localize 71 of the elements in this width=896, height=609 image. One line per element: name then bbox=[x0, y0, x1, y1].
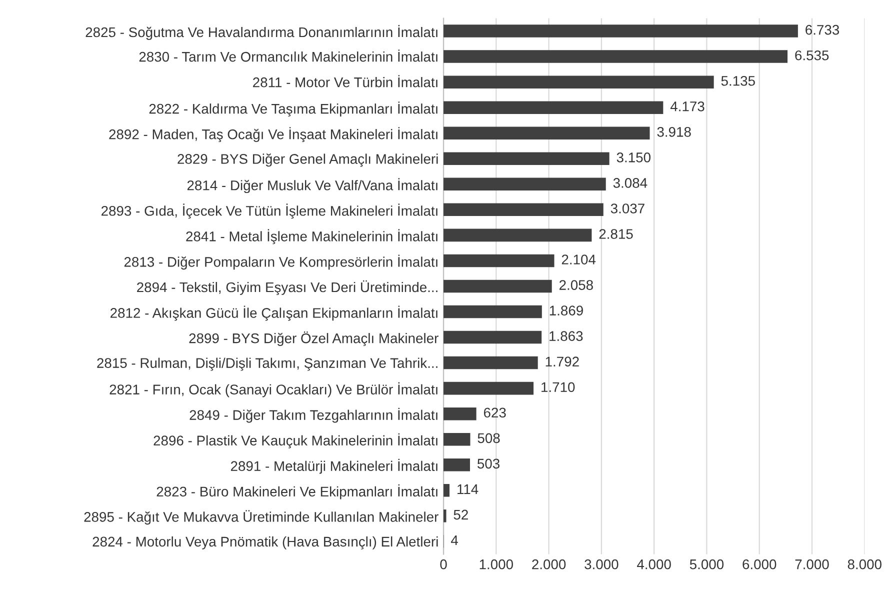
bar bbox=[444, 432, 470, 446]
bar bbox=[444, 76, 714, 88]
data-label: 3.084 bbox=[613, 178, 648, 188]
x-tick-label: 1.000 bbox=[480, 559, 513, 570]
bar bbox=[444, 178, 606, 191]
data-label: 2.815 bbox=[599, 229, 633, 239]
bar bbox=[444, 484, 450, 497]
data-label: 2.104 bbox=[562, 254, 596, 264]
bar bbox=[444, 203, 604, 216]
bar bbox=[444, 510, 446, 522]
x-tick-label: 2.000 bbox=[532, 559, 566, 570]
y-tick-label: 2823 - Büro Makineleri Ve Ekipmanları İmalatı bbox=[156, 484, 438, 500]
y-tick-label: 2812 - Akışkan Gücü İle Çalışan Ekipmanların İmalatı bbox=[110, 306, 438, 321]
x-tick-label: 5.000 bbox=[690, 559, 724, 570]
bar bbox=[444, 228, 592, 242]
bar bbox=[444, 254, 554, 268]
data-label: 114 bbox=[458, 484, 478, 494]
bar bbox=[444, 152, 610, 166]
y-tick-label: 2824 - Motorlu Veya Pnömatik (Hava Basınçlı) El Aletleri bbox=[92, 536, 438, 550]
y-tick-label: 2829 - BYS Diğer Genel Amaçlı Makineleri bbox=[178, 154, 438, 167]
bar bbox=[444, 407, 476, 420]
data-label: 4 bbox=[450, 535, 458, 546]
data-label: 6.535 bbox=[795, 50, 829, 60]
bar bbox=[444, 330, 542, 344]
bar bbox=[444, 356, 538, 370]
y-tick-label: 2821 - Fırın, Ocak (Sanayi Ocakları) Ve Brülör İmalatı bbox=[110, 382, 438, 398]
y-tick-label: 2893 - Gıda, İçecek Ve Tütün İşleme Makineleri İmalatı bbox=[102, 204, 438, 219]
data-label: 1.863 bbox=[550, 331, 583, 341]
bar bbox=[444, 50, 788, 63]
y-tick-label: 2892 - Maden, Taş Ocağı Ve İnşaat Makineleri İmalatı bbox=[109, 127, 438, 142]
bar bbox=[444, 126, 650, 140]
bar bbox=[444, 24, 798, 38]
data-label: 52 bbox=[454, 510, 468, 520]
y-tick-label: 2841 - Metal İşleme Makinelerinin İmalatı bbox=[186, 229, 438, 244]
data-label: 508 bbox=[478, 433, 500, 444]
y-tick-label: 2830 - Tarım Ve Ormancılık Makinelerinin İmalatı bbox=[139, 50, 438, 62]
data-label: 6.733 bbox=[806, 24, 840, 35]
y-tick-label: 2896 - Plastik Ve Kauçuk Makinelerinin İmalatı bbox=[154, 433, 438, 448]
x-tick-label: 0 bbox=[440, 559, 447, 570]
bar bbox=[444, 458, 470, 472]
data-label: 2.058 bbox=[559, 280, 593, 290]
data-label: 503 bbox=[478, 458, 500, 469]
y-tick-label: 2811 - Motor Ve Türbin İmalatı bbox=[253, 75, 438, 88]
x-tick-label: 6.000 bbox=[742, 559, 776, 570]
y-tick-label: 2822 - Kaldırma Ve Taşıma Ekipmanları İmalatı bbox=[149, 102, 438, 117]
data-label: 1.792 bbox=[546, 356, 579, 367]
y-tick-label: 2899 - BYS Diğer Özel Amaçlı Makineler bbox=[189, 331, 438, 346]
x-tick-label: 3.000 bbox=[584, 559, 618, 570]
data-label: 3.037 bbox=[610, 204, 644, 214]
y-tick-label: 2849 - Diğer Takım Tezgahlarının İmalatı bbox=[190, 408, 438, 423]
data-label: 4.173 bbox=[670, 101, 704, 112]
y-tick-label: 2891 - Metalürji Makineleri İmalatı bbox=[230, 458, 438, 474]
bar bbox=[444, 305, 542, 318]
x-tick-label: 8.000 bbox=[848, 559, 882, 570]
y-tick-label: 2814 - Diğer Musluk Ve Valf/Vana İmalatı bbox=[187, 178, 438, 194]
bar bbox=[444, 382, 534, 395]
y-tick-label: 2815 - Rulman, Dişli/Dişli Takımı, Şanzıman Ve Tahrik... bbox=[97, 358, 438, 371]
data-label: 5.135 bbox=[721, 76, 755, 86]
y-tick-label: 2895 - Kağıt Ve Mukavva Üretiminde Kullanılan Makineler bbox=[84, 510, 438, 525]
y-tick-label: 2894 - Tekstil, Giyim Eşyası Ve Deri Üretiminde... bbox=[137, 280, 438, 295]
data-label: 623 bbox=[484, 408, 506, 418]
x-tick-label: 4.000 bbox=[637, 559, 671, 570]
bar bbox=[444, 280, 552, 293]
x-tick-label: 7.000 bbox=[795, 559, 829, 570]
y-tick-label: 2825 - Soğutma Ve Havalandırma Donanımlarının İmalatı bbox=[86, 25, 438, 40]
bar bbox=[444, 101, 664, 114]
data-label: 3.918 bbox=[657, 127, 691, 137]
data-label: 3.150 bbox=[616, 152, 650, 162]
data-label: 1.869 bbox=[550, 306, 583, 316]
y-tick-label: 2813 - Diğer Pompaların Ve Kompresörlerin İmalatı bbox=[124, 254, 438, 270]
data-label: 1.710 bbox=[542, 382, 575, 392]
